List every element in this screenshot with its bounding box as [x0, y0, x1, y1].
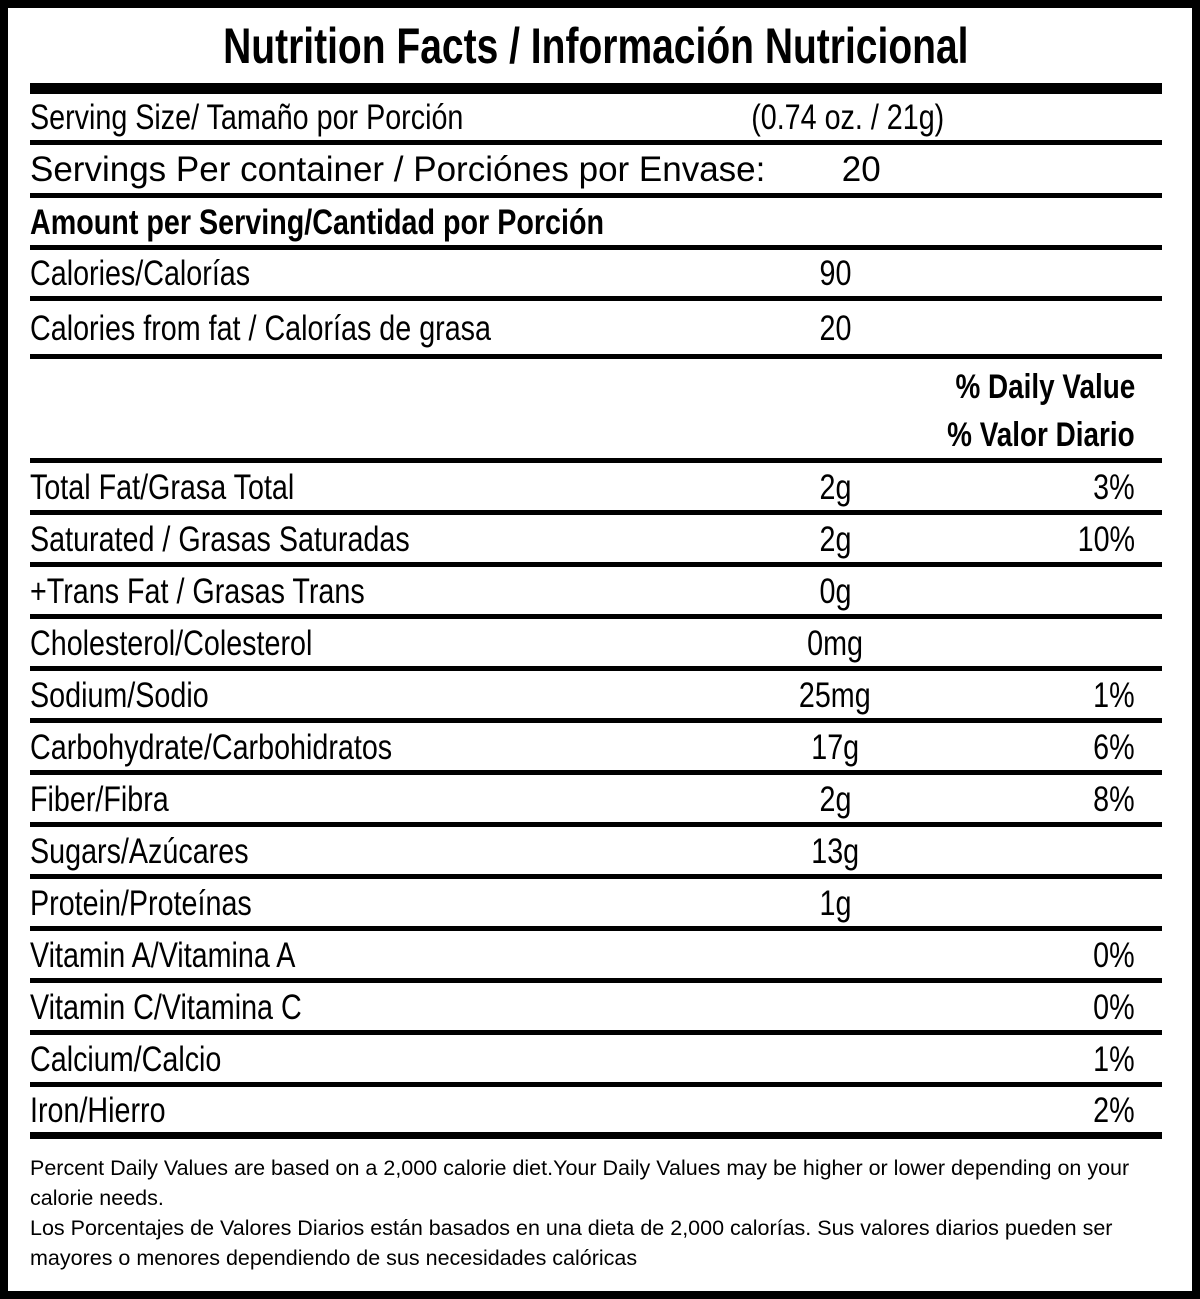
total-fat-label: Total Fat/Grasa Total [30, 467, 295, 507]
calories-from-fat-value: 20 [819, 308, 851, 348]
title-divider-bar [30, 83, 1162, 94]
calories-label: Calories/Calorías [30, 254, 251, 293]
sodium-label: Sodium/Sodio [30, 675, 209, 715]
row-calcium: Calcium/Calcio 1% [30, 1035, 1162, 1087]
total-fat-dv: 3% [1093, 467, 1135, 507]
protein-label: Protein/Proteínas [30, 883, 252, 923]
row-total-fat: Total Fat/Grasa Total 2g 3% [30, 463, 1162, 515]
footnote-es: Los Porcentajes de Valores Diarios están… [30, 1216, 1113, 1270]
row-sugars: Sugars/Azúcares 13g [30, 827, 1162, 879]
sodium-dv: 1% [1093, 675, 1135, 715]
row-calories: Calories/Calorías 90 [30, 250, 1162, 301]
row-saturated-fat: Saturated / Grasas Saturadas 2g 10% [30, 515, 1162, 567]
vitamin-c-dv: 0% [1093, 987, 1135, 1027]
serving-size-label: Serving Size/ Tamaño por Porción [30, 98, 464, 137]
row-servings-per-container: Servings Per container / Porciónes por E… [30, 145, 1162, 198]
trans-fat-label: +Trans Fat / Grasas Trans [30, 571, 365, 611]
row-sodium: Sodium/Sodio 25mg 1% [30, 671, 1162, 723]
row-iron: Iron/Hierro 2% [30, 1087, 1162, 1139]
fiber-amount: 2g [819, 779, 851, 819]
row-protein: Protein/Proteínas 1g [30, 879, 1162, 931]
calcium-dv: 1% [1093, 1039, 1135, 1079]
fiber-label: Fiber/Fibra [30, 779, 169, 819]
servings-per-container-label: Servings Per container / Porciónes por E… [30, 150, 766, 189]
serving-size-value: (0.74 oz. / 21g) [751, 98, 945, 137]
iron-label: Iron/Hierro [30, 1090, 166, 1130]
carbohydrate-dv: 6% [1093, 727, 1135, 767]
calories-from-fat-label: Calories from fat / Calorías de grasa [30, 308, 491, 348]
row-calories-from-fat: Calories from fat / Calorías de grasa 20 [30, 301, 1162, 359]
daily-value-header-es: % Valor Diario [947, 416, 1135, 454]
carbohydrate-amount: 17g [811, 727, 859, 767]
carbohydrate-label: Carbohydrate/Carbohidratos [30, 727, 393, 767]
iron-dv: 2% [1093, 1090, 1135, 1130]
fiber-dv: 8% [1093, 779, 1135, 819]
row-fiber: Fiber/Fibra 2g 8% [30, 775, 1162, 827]
row-vitamin-c: Vitamin C/Vitamina C 0% [30, 983, 1162, 1035]
row-serving-size: Serving Size/ Tamaño por Porción (0.74 o… [30, 94, 1162, 145]
row-carbohydrate: Carbohydrate/Carbohidratos 17g 6% [30, 723, 1162, 775]
cholesterol-amount: 0mg [807, 623, 863, 663]
calcium-label: Calcium/Calcio [30, 1039, 222, 1079]
total-fat-amount: 2g [819, 467, 851, 507]
amount-per-serving-label: Amount per Serving/Cantidad por Porción [30, 202, 605, 242]
calories-value: 90 [819, 254, 851, 293]
saturated-fat-amount: 2g [819, 519, 851, 559]
row-trans-fat: +Trans Fat / Grasas Trans 0g [30, 567, 1162, 619]
trans-fat-amount: 0g [819, 571, 851, 611]
label-title-text: Nutrition Facts / Información Nutriciona… [223, 17, 969, 74]
row-cholesterol: Cholesterol/Colesterol 0mg [30, 619, 1162, 671]
sodium-amount: 25mg [799, 675, 871, 715]
daily-value-header-en: % Daily Value [955, 368, 1135, 406]
vitamin-a-dv: 0% [1093, 935, 1135, 975]
label-title: Nutrition Facts / Información Nutriciona… [30, 8, 1162, 83]
servings-per-container-value: 20 [841, 150, 881, 189]
daily-value-header: % Daily Value % Valor Diario [30, 359, 1162, 463]
footnote-en: Percent Daily Values are based on a 2,00… [30, 1156, 1130, 1210]
sugars-label: Sugars/Azúcares [30, 831, 249, 871]
saturated-fat-dv: 10% [1077, 519, 1135, 559]
protein-amount: 1g [819, 883, 851, 923]
cholesterol-label: Cholesterol/Colesterol [30, 623, 313, 663]
sugars-amount: 13g [811, 831, 859, 871]
section-amount-per-serving: Amount per Serving/Cantidad por Porción [30, 198, 1162, 250]
vitamin-a-label: Vitamin A/Vitamina A [30, 935, 296, 975]
row-vitamin-a: Vitamin A/Vitamina A 0% [30, 931, 1162, 983]
footnotes: Percent Daily Values are based on a 2,00… [30, 1139, 1162, 1273]
saturated-fat-label: Saturated / Grasas Saturadas [30, 519, 410, 559]
vitamin-c-label: Vitamin C/Vitamina C [30, 987, 302, 1027]
